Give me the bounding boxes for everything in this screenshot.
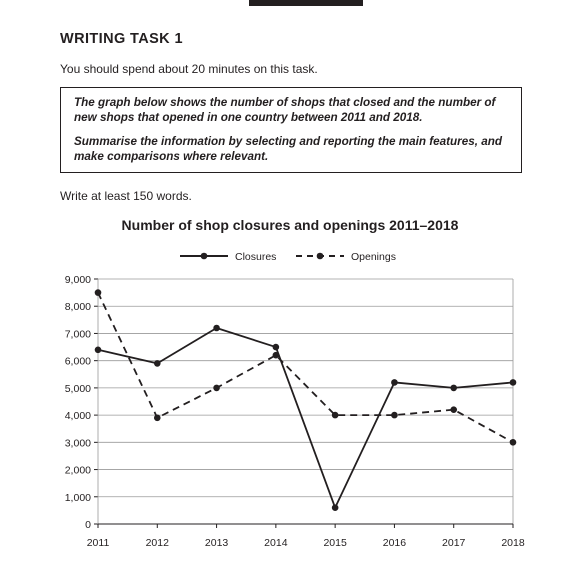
- legend-closures-marker: [201, 253, 208, 260]
- openings-data-point: [332, 412, 339, 419]
- y-tick-label: 6,000: [65, 356, 91, 368]
- x-tick-label: 2017: [442, 537, 466, 549]
- closures-data-point: [391, 379, 398, 386]
- x-tick-label: 2012: [146, 537, 170, 549]
- closures-data-point: [213, 325, 220, 332]
- task-box: The graph below shows the number of shop…: [60, 87, 522, 173]
- page-heading: WRITING TASK 1: [60, 31, 183, 47]
- x-tick-label: 2016: [383, 537, 407, 549]
- legend-openings-label: Openings: [351, 251, 396, 263]
- task-instruction: Summarise the information by selecting a…: [74, 135, 509, 164]
- openings-data-point: [213, 385, 220, 392]
- time-instruction: You should spend about 20 minutes on thi…: [60, 62, 318, 76]
- word-count-instruction: Write at least 150 words.: [60, 189, 192, 203]
- y-tick-label: 7,000: [65, 328, 91, 340]
- y-tick-label: 0: [85, 519, 91, 531]
- legend-closures-label: Closures: [235, 251, 276, 263]
- closures-data-point: [450, 385, 457, 392]
- closures-data-point: [154, 360, 161, 367]
- closures-data-point: [332, 504, 339, 511]
- y-tick-label: 1,000: [65, 492, 91, 504]
- openings-data-point: [450, 406, 457, 413]
- openings-data-point: [154, 415, 161, 422]
- task-description: The graph below shows the number of shop…: [74, 96, 509, 125]
- y-tick-label: 5,000: [65, 383, 91, 395]
- top-bar: [249, 0, 363, 6]
- openings-data-point: [273, 352, 280, 359]
- openings-series-line: [98, 293, 513, 443]
- y-tick-label: 3,000: [65, 437, 91, 449]
- openings-data-point: [510, 439, 517, 446]
- y-tick-label: 9,000: [65, 274, 91, 286]
- y-tick-label: 2,000: [65, 465, 91, 477]
- closures-data-point: [510, 379, 517, 386]
- line-chart: Number of shop closures and openings 201…: [0, 205, 570, 568]
- x-tick-label: 2014: [264, 537, 288, 549]
- closures-data-point: [95, 346, 102, 353]
- x-tick-label: 2015: [323, 537, 347, 549]
- x-tick-label: 2018: [501, 537, 525, 549]
- y-tick-label: 8,000: [65, 301, 91, 313]
- openings-data-point: [391, 412, 398, 419]
- x-tick-label: 2011: [87, 537, 110, 549]
- chart-title: Number of shop closures and openings 201…: [122, 217, 459, 233]
- closures-data-point: [273, 344, 280, 351]
- x-tick-label: 2013: [205, 537, 229, 549]
- legend-openings-marker: [317, 253, 324, 260]
- openings-data-point: [95, 289, 102, 296]
- y-tick-label: 4,000: [65, 410, 91, 422]
